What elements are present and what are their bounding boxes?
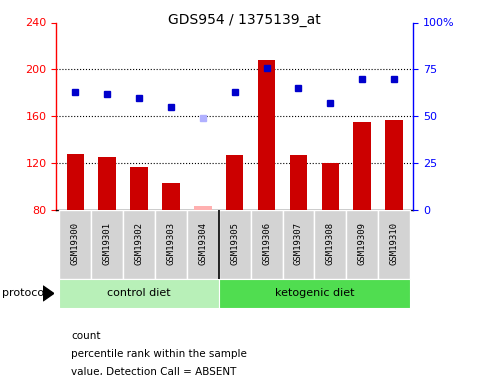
Bar xyxy=(91,210,123,279)
Bar xyxy=(377,210,409,279)
Bar xyxy=(346,210,377,279)
Text: percentile rank within the sample: percentile rank within the sample xyxy=(71,350,246,359)
Bar xyxy=(250,210,282,279)
Bar xyxy=(60,279,218,308)
Text: GSM19307: GSM19307 xyxy=(293,222,303,265)
Bar xyxy=(218,210,250,279)
Text: GSM19302: GSM19302 xyxy=(134,222,143,265)
Text: ketogenic diet: ketogenic diet xyxy=(274,288,353,298)
Text: GSM19300: GSM19300 xyxy=(71,222,80,265)
Bar xyxy=(218,279,409,308)
Bar xyxy=(353,122,370,210)
Text: GSM19310: GSM19310 xyxy=(389,222,398,265)
Text: control diet: control diet xyxy=(107,288,171,298)
Bar xyxy=(289,155,306,210)
Text: GSM19304: GSM19304 xyxy=(198,222,207,265)
Text: GSM19303: GSM19303 xyxy=(166,222,175,265)
Bar xyxy=(186,210,218,279)
Bar xyxy=(314,210,346,279)
Bar xyxy=(282,210,314,279)
Bar xyxy=(225,155,243,210)
Bar xyxy=(66,154,84,210)
Bar xyxy=(155,210,186,279)
Bar xyxy=(123,210,155,279)
Text: protocol: protocol xyxy=(2,288,48,298)
Text: GSM19309: GSM19309 xyxy=(357,222,366,265)
Text: count: count xyxy=(71,332,100,341)
Polygon shape xyxy=(43,286,54,301)
Text: GSM19301: GSM19301 xyxy=(102,222,111,265)
Bar xyxy=(321,163,338,210)
Text: value, Detection Call = ABSENT: value, Detection Call = ABSENT xyxy=(71,368,236,375)
Text: GDS954 / 1375139_at: GDS954 / 1375139_at xyxy=(168,13,320,27)
Bar xyxy=(60,210,91,279)
Bar xyxy=(130,166,147,210)
Bar xyxy=(257,60,275,210)
Bar xyxy=(98,157,116,210)
Text: GSM19308: GSM19308 xyxy=(325,222,334,265)
Text: GSM19305: GSM19305 xyxy=(230,222,239,265)
Text: GSM19306: GSM19306 xyxy=(262,222,270,265)
Bar xyxy=(385,120,402,210)
Bar xyxy=(194,207,211,210)
Bar xyxy=(162,183,180,210)
